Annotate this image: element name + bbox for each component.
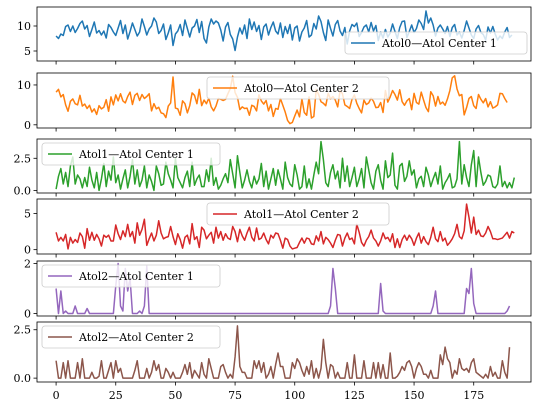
x-tick-label: 75 (228, 389, 242, 402)
y-tick-label: 0 (24, 308, 31, 321)
series-line (55, 75, 508, 125)
legend: Atol2—Atol Center 2 (41, 325, 221, 349)
legend-label: Atol1—Atol Center 2 (243, 208, 359, 221)
x-tick-label: 100 (284, 389, 305, 402)
plot-frame (36, 321, 532, 383)
subplot-1: 5 10 Atol0—Atol Center 1 (17, 6, 532, 65)
x-tick-label: 0 (53, 389, 60, 402)
plot-frame (36, 138, 532, 194)
legend: Atol2—Atol Center 1 (41, 264, 221, 288)
y-tick-label: 2.5 (14, 152, 32, 165)
x-tick-label: 25 (109, 389, 123, 402)
series-line (55, 325, 511, 379)
legend-box (41, 325, 221, 349)
series-line (55, 262, 511, 315)
legend: Atol0—Atol Center 2 (206, 76, 390, 100)
x-tick-label: 125 (344, 389, 365, 402)
legend-label: Atol0—Atol Center 1 (381, 37, 497, 50)
legend: Atol1—Atol Center 1 (41, 142, 221, 166)
subplot-4: 0 5 Atol1—Atol Center 2 (24, 198, 532, 258)
subplot-2: 0 10 Atol0—Atol Center 2 (17, 72, 532, 132)
legend-label: Atol0—Atol Center 2 (243, 82, 359, 95)
y-tick-label: 0.0 (14, 372, 32, 385)
x-tick-label: 175 (463, 389, 484, 402)
legend: Atol0—Atol Center 1 (344, 31, 528, 55)
x-tick-label: 150 (404, 389, 425, 402)
y-tick-label: 0 (24, 244, 31, 257)
y-tick-label: 2.5 (14, 324, 32, 337)
y-tick-label: 2 (24, 258, 31, 271)
plot-frame (36, 260, 532, 317)
y-tick-label: 10 (17, 20, 31, 33)
y-tick-label: 0 (24, 119, 31, 132)
legend-box (206, 202, 390, 226)
subplot-3: 0.0 2.5 Atol1—Atol Center 1 (14, 138, 532, 197)
series-line (55, 203, 515, 250)
y-tick-label: 10 (17, 79, 31, 92)
legend-box (41, 142, 221, 166)
plot-frame (36, 6, 532, 62)
legend-label: Atol2—Atol Center 2 (78, 331, 194, 344)
y-tick-label: 5 (24, 45, 31, 58)
legend-box (206, 76, 390, 100)
legend-box (344, 31, 528, 55)
legend-label: Atol2—Atol Center 1 (78, 270, 194, 283)
plot-frame (36, 72, 532, 129)
y-tick-label: 0.0 (14, 184, 32, 197)
y-tick-label: 5 (24, 207, 31, 220)
legend: Atol1—Atol Center 2 (206, 202, 390, 226)
plot-frame (36, 198, 532, 255)
legend-box (41, 264, 221, 288)
x-tick-label: 50 (168, 389, 182, 402)
subplot-5: 0 2 Atol2—Atol Center 1 (24, 258, 532, 321)
legend-label: Atol1—Atol Center 1 (78, 148, 194, 161)
subplot-6: 0 25 50 75 100 125 150 175 0.0 2.5 Atol2—Atol Cent… (14, 321, 532, 402)
